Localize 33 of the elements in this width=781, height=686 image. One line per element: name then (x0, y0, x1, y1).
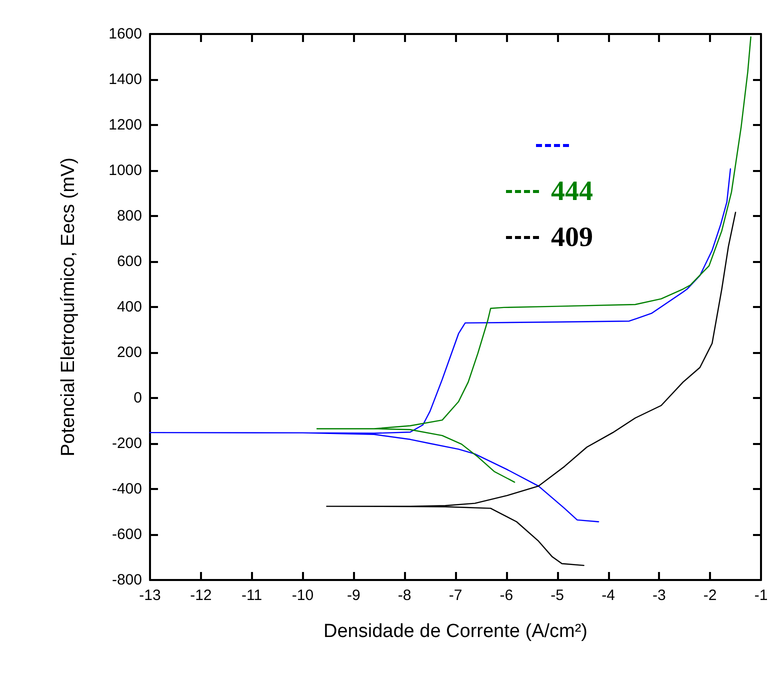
line-series (326, 212, 736, 566)
y-axis-title: Potencial Eletroquímico, Eecs (mV) (58, 158, 79, 456)
y-tick-label: 600 (116, 253, 142, 270)
y-tick-label: 0 (134, 390, 142, 406)
x-tick-label: -12 (190, 587, 212, 604)
y-tick-label: 800 (116, 208, 142, 224)
y-tick-label: 1200 (108, 116, 142, 134)
y-tick-label: -200 (112, 435, 142, 452)
x-tick-label: -8 (398, 587, 412, 604)
x-axis-title: Densidade de Corrente (A/cm²) (324, 621, 588, 642)
x-tick-label: -4 (602, 587, 615, 604)
x-tick-label: -3 (652, 587, 666, 604)
y-tick-label: 1600 (108, 26, 142, 42)
x-tick-label: -7 (448, 587, 462, 604)
x-tick-label: -10 (292, 587, 314, 604)
y-tick-label: -400 (112, 480, 142, 498)
y-tick-label: 1400 (108, 71, 142, 88)
line-series (316, 36, 752, 483)
x-tick-label: -2 (703, 587, 717, 604)
y-tick-label: -600 (112, 526, 142, 543)
y-tick-label: 400 (116, 298, 142, 316)
x-tick-label: -6 (500, 587, 514, 604)
x-tick-label: -13 (139, 587, 161, 604)
y-tick-label: 200 (116, 344, 142, 361)
x-tick-label: -1 (754, 587, 768, 604)
legend-label: 409 (551, 222, 593, 253)
y-tick-label: -800 (112, 572, 142, 588)
legend-label: 444 (551, 176, 593, 207)
y-tick-label: 1000 (108, 162, 142, 179)
x-tick-label: -5 (550, 587, 564, 604)
x-tick-label: -9 (346, 587, 360, 604)
x-tick-label: -11 (242, 587, 262, 604)
line-series (149, 168, 732, 522)
